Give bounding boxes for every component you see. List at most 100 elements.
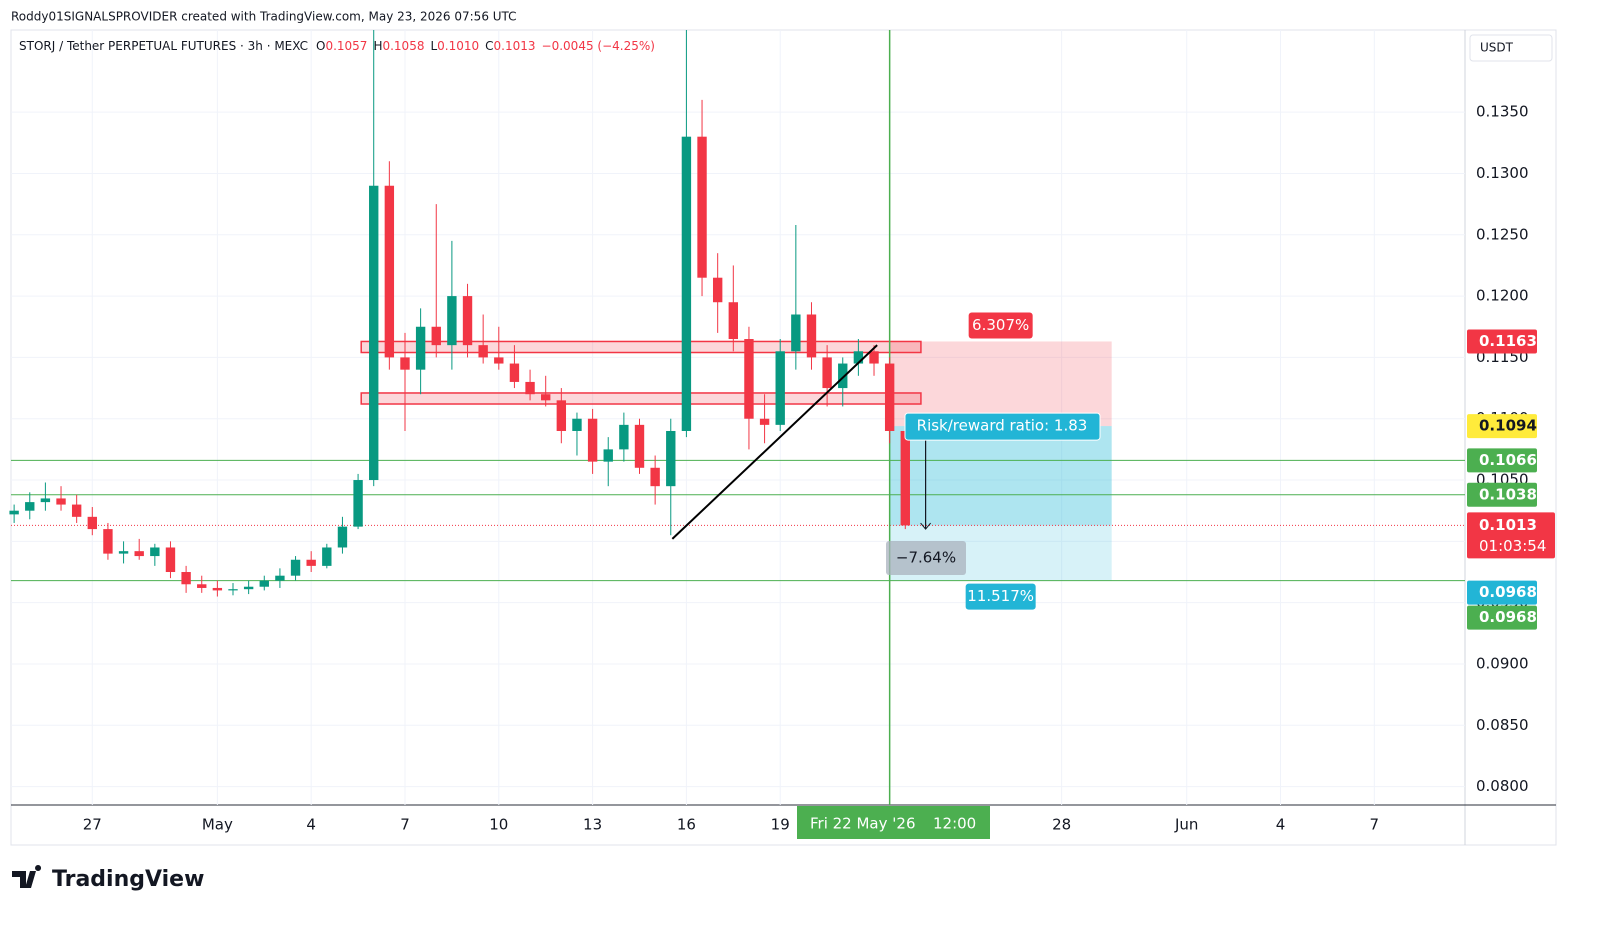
candle-body [9,510,19,515]
x-tick-label: 7 [1370,816,1380,834]
y-tick-label: 0.0900 [1476,654,1529,672]
x-tick-label: 7 [400,816,410,834]
candle-body [541,394,551,401]
symbol: STORJ / Tether PERPETUAL FUTURES · 3h · … [19,39,308,53]
plot-frame [10,29,1557,846]
change: −0.0045 (−4.25%) [542,39,655,53]
ratio-label: Risk/reward ratio: 1.83 [917,417,1088,435]
candle-body [118,551,129,554]
x-tick-label: 28 [1052,816,1071,834]
candle-body [40,498,51,503]
candle-body [290,559,301,576]
cursor-date: Fri 22 May '26 [810,815,915,833]
candle-body [134,551,144,557]
candle-body [259,580,269,587]
price-badge-label: 0.0968 [1479,583,1537,601]
trendline [671,344,878,540]
symbol-legend: STORJ / Tether PERPETUAL FUTURES · 3h · … [19,39,655,53]
candle-body [165,547,176,573]
candle-body [71,504,82,517]
x-tick-label: 4 [306,816,316,834]
y-tick-label: 0.1200 [1476,287,1529,305]
candle-body [650,467,660,487]
price-badge [1467,605,1537,630]
candle-body [869,351,879,364]
ohlc-value: 0.1057 [325,39,367,53]
candle-body [666,430,676,487]
y-tick-label: 0.1250 [1476,225,1529,243]
ratio-badge [904,412,1101,441]
candle-body [603,449,613,462]
measure-arrowhead [920,522,931,530]
candle-body [853,351,864,364]
candle-body [447,296,457,346]
candle-body [759,418,770,425]
candle-body [25,502,35,511]
candle-body [197,584,207,588]
price-badge [1467,580,1537,605]
candle-body [103,529,113,554]
candle-body [697,136,707,278]
target-zone-filled [889,426,1112,526]
candle-body [275,575,285,581]
candle-body [431,326,441,346]
candle-body [572,418,582,431]
candle-body [806,314,817,358]
candle-body [728,302,738,340]
currency-box [1469,34,1553,62]
candle-body [884,363,895,431]
x-tick-label: 10 [489,816,508,834]
x-tick-label: 16 [677,816,696,834]
candle-body [212,587,223,591]
ohlc-value: 0.1010 [437,39,479,53]
candle-body [619,424,629,450]
cursor-badge [797,806,990,839]
price-badge-label: 0.1066 [1479,451,1537,469]
candle-body [900,430,910,526]
ohlc-key: O [316,39,325,53]
price-badge [1467,329,1537,354]
price-badge-label: 0.1038 [1479,485,1537,503]
candle-body [384,185,395,358]
candle-body [634,424,645,468]
candle-body [462,296,473,346]
ohlc-key: L [430,39,437,53]
candle-body [478,345,488,358]
ohlc-key: C [485,39,493,53]
stop-badge [968,312,1033,339]
y-tick-label: 0.0800 [1476,777,1529,795]
target-badge [965,583,1036,610]
candle-body [87,516,97,530]
resistance-zone [360,340,922,354]
y-tick-label: 0.1300 [1476,164,1529,182]
ohlc-value: 0.1013 [494,39,536,53]
x-tick-label: 4 [1276,816,1286,834]
candle-body [337,526,348,548]
logo-mark [12,865,42,888]
candle-body [228,589,238,591]
candle-body [306,559,316,566]
measure-box [886,541,966,575]
candle-body [415,326,426,370]
candle-body [556,400,567,431]
ohlc-key: H [373,39,382,53]
measure-label: −7.64% [896,549,956,567]
last-price-countdown: 01:03:54 [1479,537,1546,555]
candle-body [838,363,848,389]
stop-label: 6.307% [972,316,1029,334]
candle-body [681,136,692,431]
x-tick-label: 13 [583,816,602,834]
candle-body [744,339,754,419]
candle-body [243,586,254,590]
candle-body [150,547,160,557]
candle-body [525,381,535,395]
price-badge [1467,482,1537,507]
watermark: Roddy01SIGNALSPROVIDER created with Trad… [11,10,517,24]
ohlc-value: 0.1058 [382,39,424,53]
candle-body [181,572,191,585]
x-tick-label: 27 [83,816,102,834]
candle-body [322,547,332,566]
candle-body [400,357,410,370]
